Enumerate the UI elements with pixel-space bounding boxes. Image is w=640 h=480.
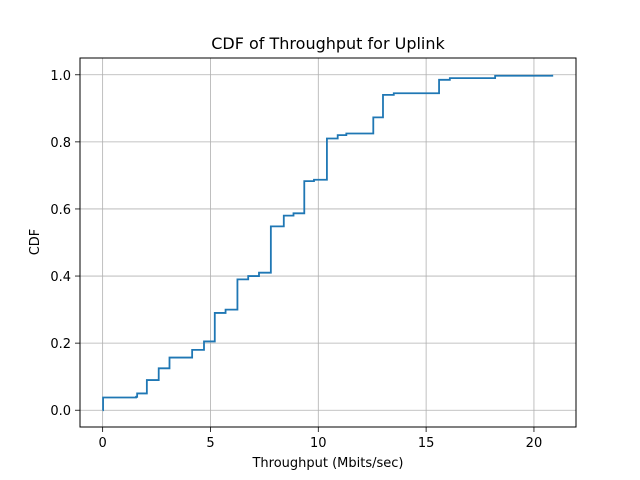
y-tick-label: 0.0 (50, 404, 71, 419)
cdf-series-line (102, 74, 554, 412)
x-axis-label: Throughput (Mbits/sec) (251, 456, 403, 471)
series-layer (102, 74, 554, 412)
y-axis-label: CDF (28, 229, 43, 256)
y-tick-label: 0.6 (50, 203, 71, 218)
grid-lines (80, 58, 576, 427)
plot-frame (79, 57, 577, 428)
x-axis-ticks: 0 5 10 15 20 (99, 427, 543, 451)
x-tick-label: 5 (206, 436, 214, 451)
y-tick-label: 0.2 (50, 337, 71, 352)
y-tick-label: 0.8 (50, 136, 71, 151)
y-tick-label: 1.0 (50, 69, 71, 84)
x-tick-label: 20 (526, 436, 543, 451)
chart-title: CDF of Throughput for Uplink (211, 34, 445, 53)
y-axis-ticks: 0.0 0.2 0.4 0.6 0.8 1.0 (50, 69, 80, 419)
y-tick-label: 0.4 (50, 270, 71, 285)
x-tick-label: 10 (310, 436, 327, 451)
x-tick-label: 15 (418, 436, 435, 451)
x-tick-label: 0 (99, 436, 107, 451)
